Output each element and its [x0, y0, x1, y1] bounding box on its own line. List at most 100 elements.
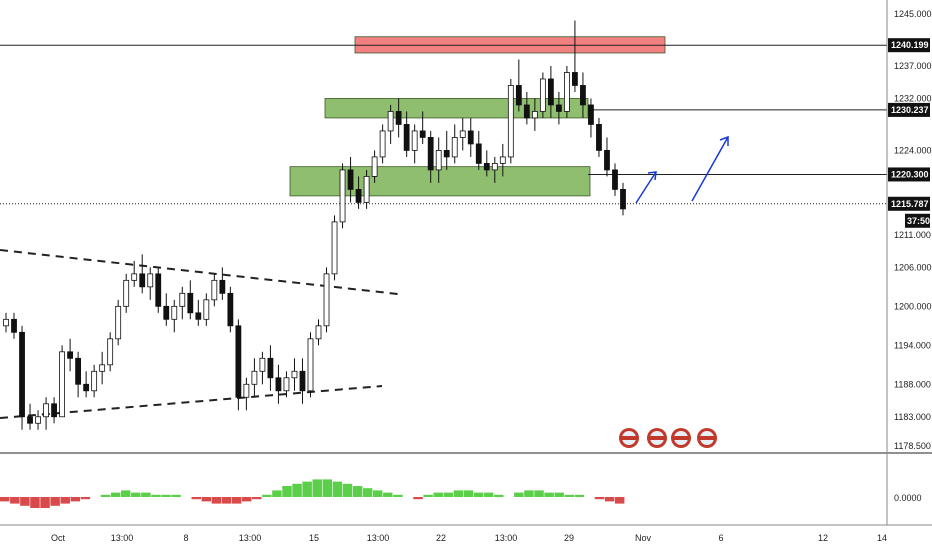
oscillator-bar	[120, 490, 131, 497]
projection-arrow-short	[635, 171, 657, 204]
oscillator-bar	[292, 483, 302, 497]
candle	[307, 338, 314, 392]
candle	[83, 383, 90, 392]
candle	[483, 163, 490, 171]
candle	[419, 130, 426, 138]
candle	[299, 370, 306, 392]
oscillator-bar	[70, 497, 81, 502]
projection-arrow-short-head	[647, 171, 657, 181]
candle	[507, 85, 514, 158]
oscillator-bar	[332, 481, 343, 497]
oscillator-bar	[393, 494, 403, 497]
oscillator-bar	[322, 479, 333, 497]
oscillator-bar	[473, 492, 484, 497]
candle	[35, 416, 41, 424]
countdown-label: 37:50	[907, 216, 930, 226]
price-tick-label: 1194.000	[894, 340, 931, 350]
time-tick-label: 13:00	[367, 533, 390, 543]
oscillator-bar	[604, 497, 615, 502]
candle	[283, 377, 290, 392]
oscillator-bar	[443, 492, 454, 497]
price-tick-label: 1224.000	[894, 145, 932, 155]
time-tick-label: 6	[718, 533, 723, 543]
event-flag-icon[interactable]	[697, 428, 717, 448]
event-flag-icon[interactable]	[619, 428, 639, 448]
price-badge-label: 1240.199	[891, 40, 929, 50]
upper-dashed-trendline	[0, 249, 399, 295]
price-axis[interactable]: 1245.000 1237.000 1232.000 1224.000 1211.000…	[894, 9, 932, 451]
candle	[203, 299, 210, 320]
oscillator-bar	[252, 497, 262, 500]
time-tick-label: 12	[818, 533, 828, 543]
candle	[443, 150, 450, 158]
oscillator-bar	[100, 494, 111, 497]
candle	[227, 292, 234, 327]
price-badge	[888, 102, 930, 117]
oscillator-bar	[614, 497, 625, 504]
candle	[315, 325, 322, 340]
price-tick-label: 1188.000	[894, 379, 931, 389]
candle	[51, 403, 57, 418]
candle	[59, 351, 65, 418]
candle	[275, 377, 282, 392]
oscillator-bar	[534, 490, 544, 497]
candle	[395, 111, 402, 125]
oscillator-bar	[30, 497, 40, 508]
price-badge-label: 1215.787	[891, 199, 929, 209]
oscillator-bar	[514, 492, 524, 497]
economic-events[interactable]	[619, 428, 717, 448]
candle	[67, 351, 74, 359]
candle	[291, 370, 298, 379]
candle	[211, 279, 218, 301]
candle	[163, 305, 170, 320]
projection-arrows	[635, 135, 729, 204]
zones	[289, 36, 666, 197]
candle	[323, 273, 330, 327]
time-tick-label: 13:00	[111, 533, 134, 543]
event-flag-icon[interactable]	[647, 428, 667, 448]
time-tick-label: Nov	[635, 533, 652, 543]
time-tick-label: 13:00	[495, 533, 518, 543]
candle	[363, 176, 370, 203]
price-badge	[888, 167, 930, 182]
time-tick-label: Oct	[51, 533, 66, 543]
oscillator-bar	[544, 492, 554, 497]
oscillator-bar	[211, 497, 222, 504]
candle	[155, 273, 162, 307]
candle	[620, 188, 626, 210]
candle	[531, 111, 538, 119]
oscillator-bar	[423, 494, 433, 497]
oscillator-bar	[463, 490, 474, 497]
oscillator-bar	[383, 492, 393, 497]
oscillator-bar	[483, 492, 494, 497]
price-tick-label: 1178.500	[894, 441, 931, 451]
time-tick-label: 8	[183, 533, 188, 543]
candle	[347, 169, 354, 190]
oscillator-bar	[362, 488, 373, 497]
candle	[355, 188, 362, 203]
candle	[547, 78, 554, 106]
price-tick-label: 1183.000	[894, 412, 931, 422]
oscillator-bar	[312, 479, 322, 497]
event-flag-icon[interactable]	[671, 428, 691, 448]
time-tick-label: 13:00	[239, 533, 262, 543]
candle	[99, 364, 106, 372]
candle	[243, 383, 250, 398]
oscillator-bar	[433, 492, 443, 497]
price-tick-label: 1232.000	[894, 93, 932, 103]
candle	[379, 130, 386, 158]
time-tick-label: 22	[436, 533, 446, 543]
oscillator-bar	[241, 497, 252, 502]
candles	[3, 20, 626, 430]
candle	[27, 416, 33, 424]
time-axis[interactable]: Oct 13:00 8 13:00 15 13:00 22 13:00 29 Nov 6 12 14	[51, 533, 887, 543]
price-badge	[888, 38, 930, 53]
price-tick-label: 1206.000	[894, 262, 932, 272]
oscillator-bar	[262, 494, 272, 497]
countdown-badge	[905, 213, 930, 228]
candle	[403, 124, 410, 151]
oscillator-bar	[10, 497, 20, 504]
time-tick-label: 29	[564, 533, 574, 543]
candle	[564, 72, 570, 112]
